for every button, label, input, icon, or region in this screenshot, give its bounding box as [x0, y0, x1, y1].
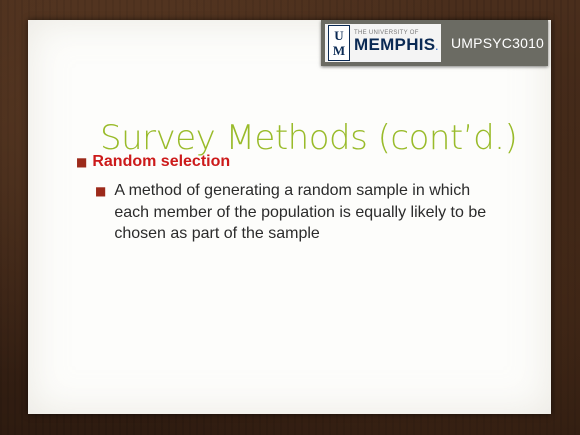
logo-mark-top: U [334, 28, 344, 43]
sub-bullet-item: ■ A method of generating a random sample… [95, 180, 495, 245]
square-bullet-icon: ■ [95, 184, 107, 198]
logo-mark-bottom: M [332, 43, 346, 58]
slide: U M THE UNIVERSITY OF MEMPHIS. UMPSYC301… [28, 20, 551, 414]
bullet-item: ■ Random selection [76, 153, 230, 171]
bullet-heading: Random selection [92, 153, 231, 170]
square-bullet-icon: ■ [76, 155, 88, 169]
header-badge: U M THE UNIVERSITY OF MEMPHIS. UMPSYC301… [321, 20, 548, 66]
course-code: UMPSYC3010 [451, 35, 545, 51]
logo-name: MEMPHIS [354, 35, 436, 54]
um-logo-mark-icon: U M [328, 25, 350, 61]
university-logo: U M THE UNIVERSITY OF MEMPHIS. [325, 24, 441, 62]
logo-big-text: MEMPHIS. [354, 36, 438, 56]
logo-wordmark: THE UNIVERSITY OF MEMPHIS. [354, 30, 438, 56]
slide-title: Survey Methods (cont’d.) [100, 118, 518, 158]
logo-small-text: THE UNIVERSITY OF [354, 30, 419, 36]
sub-bullet-text: A method of generating a random sample i… [114, 182, 487, 242]
logo-dot-icon: . [435, 42, 439, 52]
